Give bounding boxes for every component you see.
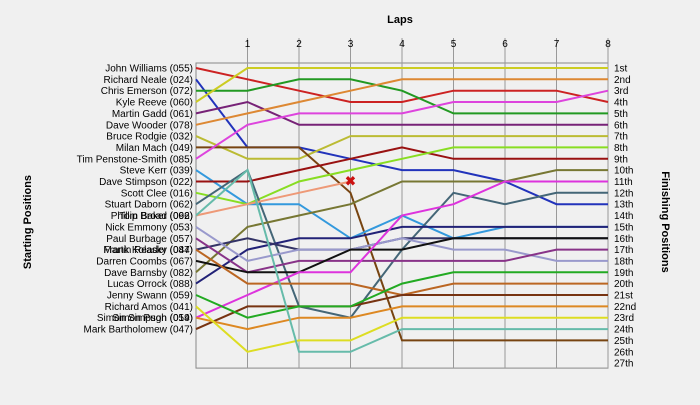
- series-line: [195, 89, 609, 160]
- starting-position-label: Martin Reader (087): [104, 245, 193, 256]
- series-line: [195, 305, 608, 353]
- series-line: [195, 67, 608, 103]
- series-line: [195, 180, 351, 217]
- lap-tick-label: 7: [554, 39, 560, 50]
- series-line: [195, 294, 608, 331]
- series-line: [195, 135, 608, 160]
- series-line: [195, 271, 608, 319]
- starting-position-label: Kyle Reeve (060): [116, 98, 193, 109]
- starting-position-label: Frank Kolasky (044): [104, 245, 193, 256]
- starting-position-label: Tim Penstone-Smith (085): [77, 154, 193, 165]
- finishing-position-label: 14th: [614, 211, 633, 222]
- finishing-position-label: 7th: [614, 132, 628, 143]
- starting-position-label: Scott Clee (016): [121, 188, 193, 199]
- starting-position-label: Stuart Daborn (062): [105, 200, 193, 211]
- starting-position-label: Martin Gadd (061): [112, 109, 193, 120]
- series-line: [195, 146, 608, 206]
- series-line: [195, 237, 608, 274]
- starting-position-label: Chris Emerson (072): [101, 86, 193, 97]
- series-line: [195, 180, 608, 319]
- starting-position-label: Milan Mach (049): [116, 143, 193, 154]
- finishing-position-label: 9th: [614, 154, 628, 165]
- starting-position-label: Jenny Swann (059): [107, 291, 193, 302]
- series-line: [196, 78, 608, 115]
- starting-position-label: Dave Stimpson (022): [99, 177, 193, 188]
- series-line: [195, 226, 608, 262]
- finishing-position-label: 25th: [614, 336, 633, 347]
- starting-position-label: Dave Wooder (078): [106, 120, 193, 131]
- x-axis-title: Laps: [387, 14, 413, 26]
- finishing-position-label: 21st: [614, 291, 633, 302]
- finishing-position-label: 22nd: [614, 302, 636, 313]
- retired-marker: ✖: [345, 174, 356, 189]
- finishing-position-labels: 1st2nd3rd4th5th6th7th8th9th10th11th12th1…: [614, 64, 636, 370]
- finishing-position-label: 3rd: [614, 86, 628, 97]
- starting-position-label: Steve Kerr (039): [120, 166, 193, 177]
- starting-position-label: Richard Neale (024): [104, 75, 194, 86]
- retirement-markers: ✖: [345, 174, 356, 189]
- series-line: [195, 67, 609, 103]
- series-lines: [195, 67, 609, 353]
- right-axis-title: Finishing Positions: [659, 171, 671, 272]
- finishing-position-label: 23rd: [614, 313, 634, 324]
- finishing-position-label: 18th: [614, 256, 633, 267]
- series-line: [195, 168, 608, 353]
- starting-position-label: Darren Coombs (067): [96, 256, 193, 267]
- finishing-position-label: 11th: [614, 177, 633, 188]
- finishing-position-label: 1st: [614, 64, 628, 75]
- starting-position-label: Simon Simpson (019): [97, 313, 193, 324]
- finishing-position-label: 16th: [614, 234, 633, 245]
- series-line: [195, 237, 608, 274]
- finishing-position-label: 27th: [614, 359, 633, 370]
- finishing-position-label: 2nd: [614, 75, 631, 86]
- finishing-position-label: 12th: [614, 188, 633, 199]
- starting-position-label: Nick Emmony (053): [105, 222, 193, 233]
- plot-grid: [195, 38, 609, 369]
- finishing-position-label: 4th: [614, 98, 628, 109]
- finishing-position-label: 8th: [614, 143, 628, 154]
- starting-position-label: Phillip Broad (092): [111, 211, 193, 222]
- series-line: [195, 225, 608, 285]
- finishing-position-label: 19th: [614, 268, 633, 279]
- lap-tick-label: 4: [399, 39, 405, 50]
- series-line: [196, 146, 608, 183]
- series-line: [195, 169, 608, 274]
- lap-tick-label: 3: [348, 39, 354, 50]
- starting-position-label: Bruce Rodgie (032): [106, 132, 193, 143]
- starting-position-label: Richard Amos (041): [105, 302, 193, 313]
- series-line: [196, 146, 608, 342]
- finishing-position-label: 20th: [614, 279, 633, 290]
- left-axis-title: Starting Positions: [22, 175, 34, 269]
- starting-position-label: Tom Baker (066): [119, 211, 193, 222]
- finishing-position-label: 26th: [614, 347, 633, 358]
- starting-position-label: Dave Barnsby (082): [104, 268, 193, 279]
- finishing-position-label: 15th: [614, 222, 633, 233]
- lap-tick-label: 1: [245, 39, 251, 50]
- starting-position-label: Paul Burbage (057): [106, 234, 193, 245]
- starting-position-label: Simon Pugh (054): [112, 313, 193, 324]
- starting-position-label: John Williams (055): [105, 64, 193, 75]
- lap-ticks: 1 2 3 4 5 6 7 8: [245, 39, 612, 50]
- finishing-position-label: 10th: [614, 166, 633, 177]
- lap-tick-label: 5: [451, 39, 457, 50]
- lap-tick-label: 8: [605, 39, 611, 50]
- finishing-position-label: 17th: [614, 245, 633, 256]
- starting-position-label: Lucas Orrock (088): [107, 279, 193, 290]
- finishing-position-label: 13th: [614, 200, 633, 211]
- lap-tick-label: 2: [296, 39, 302, 50]
- starting-position-labels: John Williams (055)Richard Neale (024)Ch…: [77, 64, 193, 336]
- series-line: [195, 305, 608, 331]
- series-line: [195, 78, 608, 126]
- finishing-position-label: 6th: [614, 120, 628, 131]
- starting-position-label: Mark Bartholomew (047): [84, 325, 193, 336]
- lap-tick-label: 6: [502, 39, 508, 50]
- finishing-position-label: 24th: [614, 325, 633, 336]
- finishing-position-label: 5th: [614, 109, 628, 120]
